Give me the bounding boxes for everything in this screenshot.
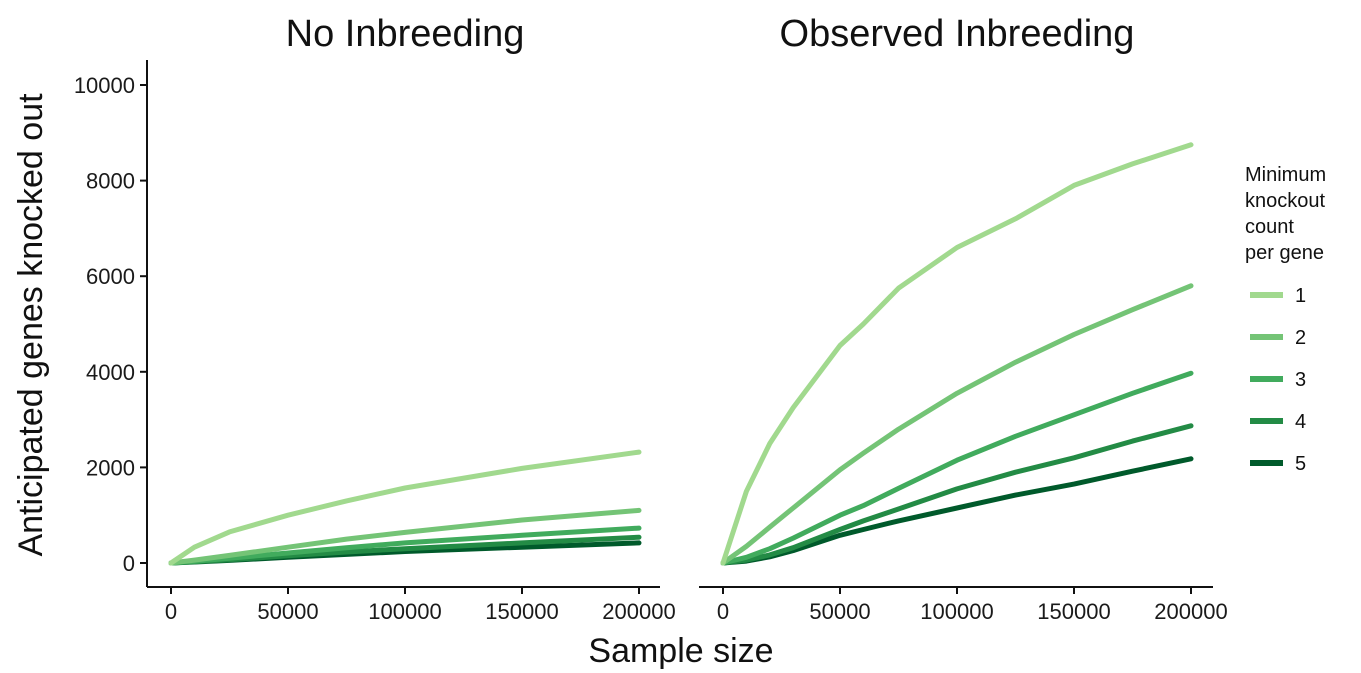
legend-label: 4 (1295, 411, 1306, 433)
series-line-1 (720, 142, 1194, 566)
x-tick-label: 100000 (368, 599, 441, 624)
x-tick-label: 150000 (485, 599, 558, 624)
panel-observed-inbreeding: Observed Inbreeding 0 50000 100000 150000 200… (699, 13, 1228, 624)
series-line-2 (720, 283, 1194, 566)
panel-title: Observed Inbreeding (780, 13, 1135, 55)
series-line-3 (720, 370, 1194, 566)
x-tick-label: 50000 (809, 599, 870, 624)
x-tick-label: 50000 (257, 599, 318, 624)
panel-title: No Inbreeding (286, 13, 525, 55)
x-tick-label: 150000 (1037, 599, 1110, 624)
legend-label: 3 (1295, 369, 1306, 391)
legend-label: 2 (1295, 327, 1306, 349)
x-tick-label: 200000 (602, 599, 675, 624)
y-tick-label: 10000 (74, 73, 135, 98)
legend: Minimum knockout count per gene 1 2 3 4 5 (1245, 164, 1326, 475)
y-tick-label: 8000 (86, 169, 135, 194)
series-line-1 (168, 449, 642, 566)
x-tick-label: 0 (165, 599, 177, 624)
y-axis-title: Anticipated genes knocked out (12, 93, 50, 557)
legend-title-line: count (1245, 216, 1294, 238)
x-tick-label: 100000 (920, 599, 993, 624)
legend-title-line: per gene (1245, 242, 1324, 264)
x-axis-title: Sample size (588, 632, 773, 670)
x-tick-label: 0 (717, 599, 729, 624)
y-tick-label: 6000 (86, 264, 135, 289)
y-tick-label: 0 (123, 551, 135, 576)
legend-label: 5 (1295, 453, 1306, 475)
y-tick-label: 4000 (86, 360, 135, 385)
legend-title-line: knockout (1245, 190, 1325, 212)
series-line-4 (720, 423, 1194, 566)
x-tick-label: 200000 (1154, 599, 1227, 624)
series-line-2 (168, 507, 642, 566)
legend-title-line: Minimum (1245, 164, 1326, 186)
legend-label: 1 (1295, 285, 1306, 307)
y-tick-label: 2000 (86, 455, 135, 480)
